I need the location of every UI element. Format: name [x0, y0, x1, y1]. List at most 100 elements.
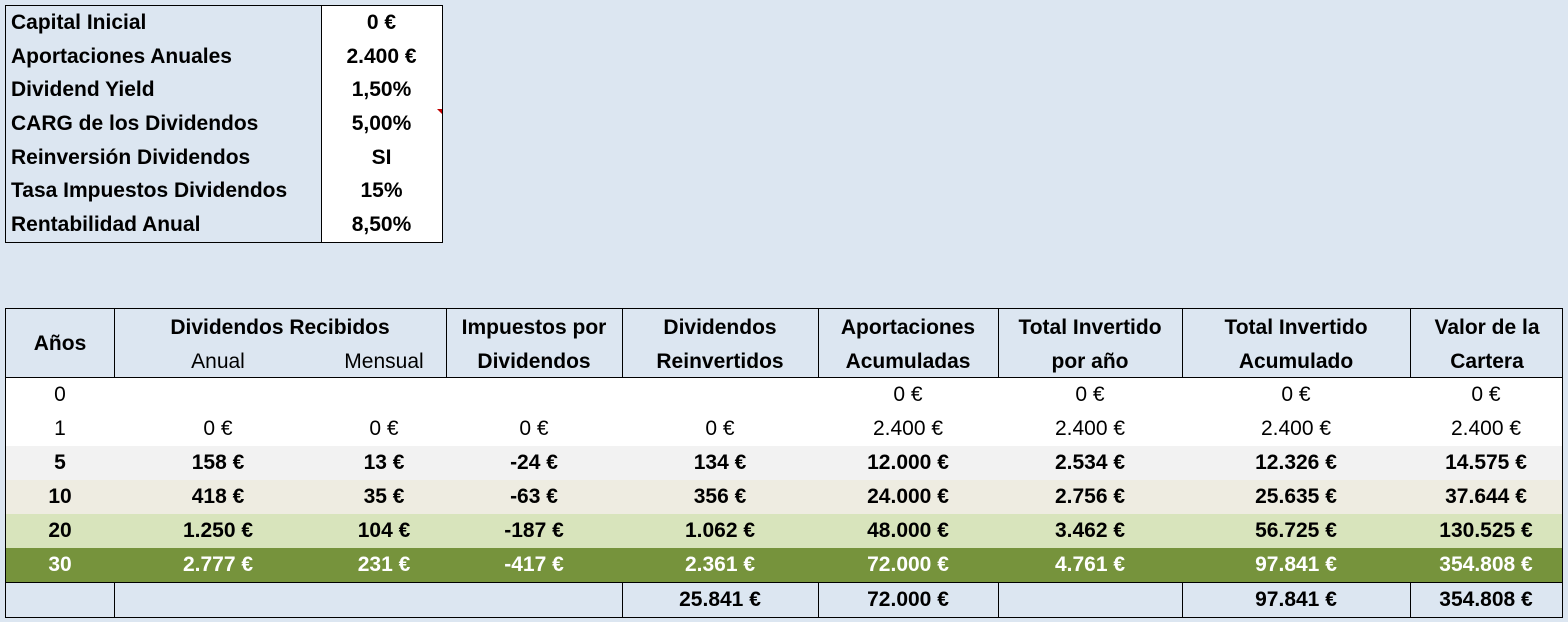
- param-value-capital-inicial[interactable]: 0 €: [321, 6, 442, 40]
- cell-taxes[interactable]: -24 €: [510, 451, 558, 474]
- param-value-reinversion[interactable]: SI: [321, 140, 442, 175]
- param-value-aportaciones-anuales[interactable]: 2.400 €: [321, 39, 442, 74]
- total-portfolio[interactable]: 354.808 €: [1439, 588, 1533, 611]
- cell-reinvested[interactable]: [622, 378, 818, 412]
- cell-portfolio[interactable]: 130.525 €: [1439, 519, 1533, 542]
- cell-invested-acc[interactable]: 0 €: [1281, 383, 1311, 406]
- cell-contributions[interactable]: 12.000 €: [867, 451, 949, 474]
- cell-invested-acc[interactable]: 97.841 €: [1255, 553, 1337, 576]
- total-contributions[interactable]: 72.000 €: [867, 588, 949, 611]
- cell-invested-year[interactable]: 2.756 €: [1054, 485, 1126, 508]
- header-portfolio-line2: Cartera: [1450, 350, 1524, 373]
- divider: [6, 582, 1562, 583]
- divider: [1410, 309, 1411, 378]
- header-invested-acc-line1: Total Invertido: [1224, 316, 1368, 339]
- header-monthly: Mensual: [344, 350, 424, 373]
- cell-invested-year[interactable]: 3.462 €: [1054, 519, 1126, 542]
- cell-year[interactable]: 0: [54, 383, 66, 406]
- param-label-capital-inicial: Capital Inicial: [6, 6, 321, 40]
- cell-invested-year[interactable]: 4.761 €: [1054, 553, 1126, 576]
- cell-portfolio[interactable]: 2.400 €: [1450, 417, 1522, 440]
- cell-year[interactable]: 1: [54, 417, 66, 440]
- cell-reinvested[interactable]: 2.361 €: [684, 553, 756, 576]
- cell-year[interactable]: 20: [48, 519, 72, 542]
- cell-contributions[interactable]: 72.000 €: [867, 553, 949, 576]
- cell-reinvested[interactable]: 356 €: [693, 485, 747, 508]
- cell-contributions[interactable]: 2.400 €: [872, 417, 944, 440]
- projection-table: 0 0 € 0 € 0 € 0 € 1 0 € 0 € 0 € 0 € 2.400 € 2.400 €…: [5, 308, 1563, 618]
- cell-annual[interactable]: 2.777 €: [182, 553, 254, 576]
- cell-invested-acc[interactable]: 25.635 €: [1255, 485, 1337, 508]
- header-contributions-line1: Aportaciones: [840, 316, 976, 339]
- cell-taxes[interactable]: -63 €: [510, 485, 558, 508]
- cell-invested-acc[interactable]: 2.400 €: [1260, 417, 1332, 440]
- cell-portfolio[interactable]: 37.644 €: [1445, 485, 1527, 508]
- cell-contributions[interactable]: 24.000 €: [867, 485, 949, 508]
- cell-monthly[interactable]: 35 €: [363, 485, 405, 508]
- header-portfolio-line1: Valor de la: [1434, 316, 1540, 339]
- divider: [622, 309, 623, 378]
- cell-annual[interactable]: 1.250 €: [182, 519, 254, 542]
- header-invested-year-line1: Total Invertido: [1018, 316, 1162, 339]
- header-taxes-line1: Impuestos por: [461, 316, 607, 339]
- param-label-dividend-yield: Dividend Yield: [6, 73, 321, 108]
- header-invested-year-line2: por año: [1051, 350, 1129, 373]
- header-reinvested-line2: Reinvertidos: [656, 350, 784, 373]
- table-row: 0 0 € 0 € 0 € 0 €: [6, 378, 1562, 412]
- cell-taxes[interactable]: -417 €: [504, 553, 564, 576]
- divider: [818, 582, 819, 617]
- cell-monthly[interactable]: 13 €: [363, 451, 405, 474]
- cell-taxes[interactable]: -187 €: [504, 519, 564, 542]
- cell-monthly[interactable]: 231 €: [357, 553, 411, 576]
- total-invested-acc[interactable]: 97.841 €: [1255, 588, 1337, 611]
- cell-annual[interactable]: 158 €: [191, 451, 245, 474]
- divider: [998, 309, 999, 378]
- table-row: 10 418 € 35 € -63 € 356 € 24.000 € 2.756 € 25.6…: [6, 480, 1562, 514]
- cell-reinvested[interactable]: 1.062 €: [684, 519, 756, 542]
- divider: [998, 582, 999, 617]
- table-row: 5 158 € 13 € -24 € 134 € 12.000 € 2.534 € 12.32…: [6, 446, 1562, 480]
- divider: [446, 309, 447, 378]
- divider: [114, 309, 115, 378]
- cell-annual[interactable]: [114, 378, 322, 412]
- param-value-carg-dividendos[interactable]: 5,00%: [321, 107, 442, 141]
- cell-contributions[interactable]: 0 €: [893, 383, 923, 406]
- divider: [818, 309, 819, 378]
- cell-monthly[interactable]: 0 €: [369, 417, 399, 440]
- param-label-aportaciones-anuales: Aportaciones Anuales: [6, 39, 321, 74]
- cell-invested-acc[interactable]: 56.725 €: [1255, 519, 1337, 542]
- cell-annual[interactable]: 418 €: [191, 485, 245, 508]
- cell-portfolio[interactable]: 354.808 €: [1439, 553, 1533, 576]
- param-value-rentabilidad[interactable]: 8,50%: [321, 208, 442, 242]
- cell-invested-year[interactable]: 2.534 €: [1054, 451, 1126, 474]
- comment-indicator-icon[interactable]: [437, 109, 442, 114]
- total-reinvested[interactable]: 25.841 €: [679, 588, 761, 611]
- divider: [622, 582, 623, 617]
- header-dividends-received: Dividendos Recibidos: [170, 316, 390, 339]
- cell-invested-year[interactable]: 2.400 €: [1054, 417, 1126, 440]
- cell-contributions[interactable]: 48.000 €: [867, 519, 949, 542]
- parameters-table: Capital Inicial 0 € Aportaciones Anuales…: [5, 5, 443, 243]
- cell-monthly[interactable]: 104 €: [357, 519, 411, 542]
- param-value-tasa-impuestos[interactable]: 15%: [321, 174, 442, 209]
- totals-row: 25.841 € 72.000 € 97.841 € 354.808 €: [6, 583, 1562, 617]
- cell-portfolio[interactable]: 14.575 €: [1445, 451, 1527, 474]
- header-annual: Anual: [191, 350, 245, 373]
- divider: [1182, 309, 1183, 378]
- cell-taxes[interactable]: [446, 378, 622, 412]
- cell-monthly[interactable]: [322, 378, 446, 412]
- divider: [114, 582, 115, 617]
- cell-reinvested[interactable]: 134 €: [693, 451, 747, 474]
- cell-reinvested[interactable]: 0 €: [705, 417, 735, 440]
- cell-invested-year[interactable]: 0 €: [1075, 383, 1105, 406]
- cell-year[interactable]: 30: [48, 553, 72, 576]
- param-value-dividend-yield[interactable]: 1,50%: [321, 73, 442, 108]
- cell-annual[interactable]: 0 €: [203, 417, 233, 440]
- cell-portfolio[interactable]: 0 €: [1471, 383, 1501, 406]
- cell-invested-acc[interactable]: 12.326 €: [1255, 451, 1337, 474]
- header-taxes-line2: Dividendos: [477, 350, 591, 373]
- table-row: 20 1.250 € 104 € -187 € 1.062 € 48.000 € 3.462…: [6, 514, 1562, 548]
- cell-year[interactable]: 5: [54, 451, 66, 474]
- cell-year[interactable]: 10: [48, 485, 72, 508]
- cell-taxes[interactable]: 0 €: [519, 417, 549, 440]
